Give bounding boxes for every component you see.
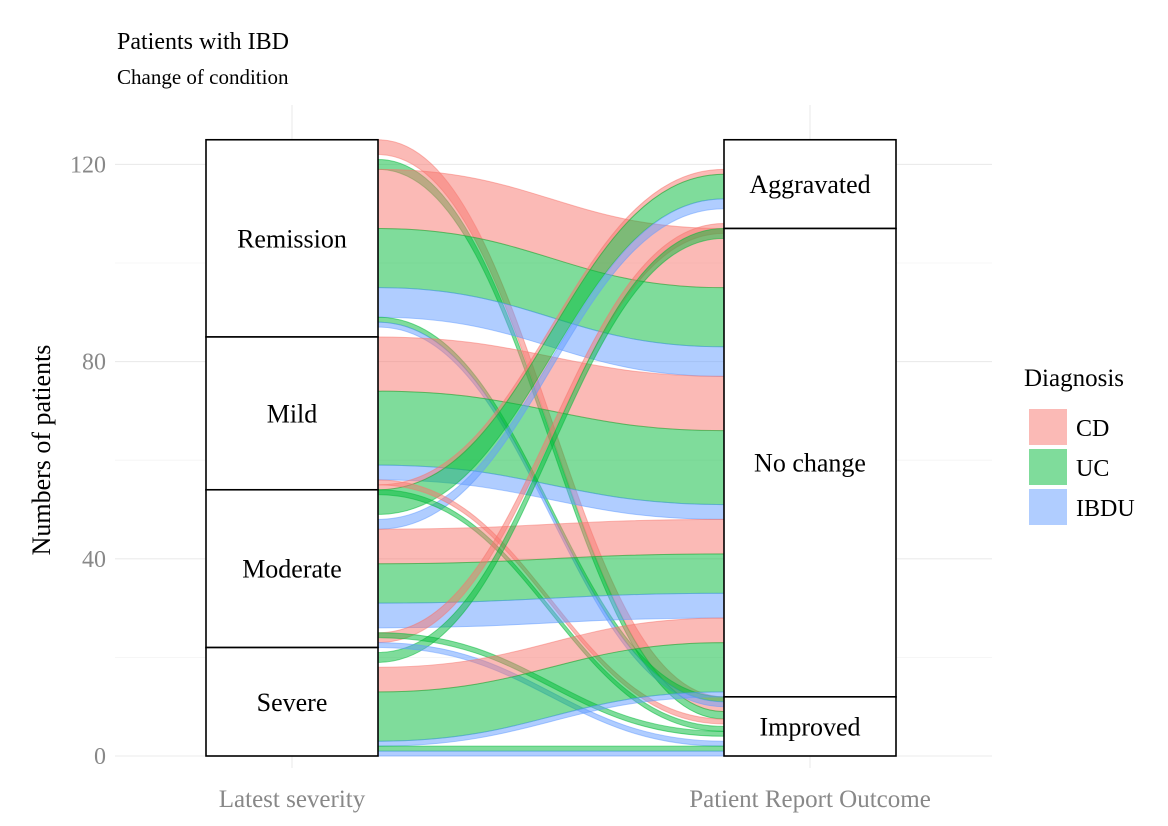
flows — [377, 139, 725, 757]
y-tick-label: 80 — [82, 350, 106, 376]
stratum-label: Aggravated — [749, 170, 870, 199]
stratum-label: Improved — [759, 712, 860, 741]
chart-subtitle: Change of condition — [117, 65, 289, 89]
x-axis-category: Latest severity — [219, 786, 366, 813]
stratum-label: No change — [754, 449, 866, 478]
stratum-box — [205, 138, 379, 338]
stratum-box — [723, 138, 897, 230]
strata: Remission Mild Moderate Severe Aggravated No … — [205, 138, 897, 757]
stratum-label: Moderate — [242, 555, 342, 584]
y-tick-label: 40 — [82, 547, 106, 573]
y-tick-label: 0 — [94, 744, 106, 770]
stratum-label: Severe — [257, 688, 328, 717]
stratum-box — [205, 336, 379, 491]
legend-swatch-ibdu — [1029, 489, 1067, 525]
legend-swatch-cd — [1029, 409, 1067, 445]
stratum-label: Mild — [267, 399, 318, 428]
flow-uc — [377, 745, 725, 752]
y-axis-label: Numbers of patients — [27, 345, 56, 556]
x-axis-categories: Latest severity Patient Report Outcome — [219, 786, 931, 813]
flow-ibdu — [377, 750, 725, 757]
legend-swatch-uc — [1029, 449, 1067, 485]
stratum-box — [205, 646, 379, 757]
stratum-box — [205, 488, 379, 649]
stratum-label: Remission — [237, 224, 347, 253]
legend-label: UC — [1076, 456, 1109, 482]
x-axis-category: Patient Report Outcome — [689, 786, 931, 813]
legend-label: IBDU — [1076, 496, 1135, 522]
stratum-box — [723, 227, 897, 698]
chart-title: Patients with IBD — [117, 29, 289, 55]
legend-title: Diagnosis — [1024, 365, 1124, 392]
stratum-box — [723, 696, 897, 757]
y-tick-label: 120 — [70, 152, 106, 178]
y-axis-ticks: 0 40 80 120 — [70, 152, 106, 770]
legend: Diagnosis CD UC IBDU — [1024, 365, 1135, 525]
legend-label: CD — [1076, 416, 1109, 442]
